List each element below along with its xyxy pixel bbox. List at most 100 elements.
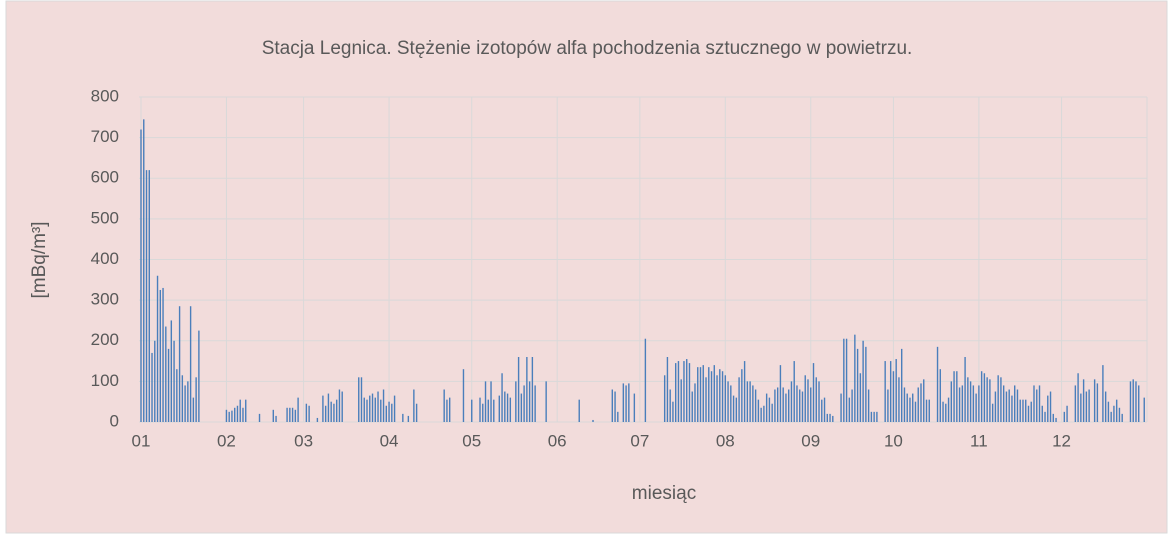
bar [1016, 389, 1019, 422]
bar [873, 411, 875, 422]
bar [768, 397, 771, 422]
bar [895, 359, 897, 422]
bar [448, 397, 451, 422]
bar [523, 385, 525, 422]
bar [1066, 405, 1068, 422]
bar [176, 369, 178, 422]
bar [236, 405, 239, 422]
x-tick-label: 07 [630, 431, 649, 450]
bar [848, 397, 851, 422]
bar [1063, 411, 1066, 422]
bar [1121, 413, 1123, 422]
bar [779, 365, 782, 422]
bar [413, 389, 415, 422]
bar [1036, 389, 1038, 422]
bar [672, 401, 674, 422]
bar [617, 411, 619, 422]
y-tick-label: 200 [91, 330, 119, 349]
bar [961, 385, 964, 422]
bar [531, 357, 534, 422]
bar [771, 403, 773, 422]
bar [991, 403, 994, 422]
bar [986, 377, 988, 422]
bar [699, 367, 702, 422]
bar [721, 371, 724, 422]
bar [195, 377, 197, 422]
bar [1044, 411, 1046, 422]
bar [148, 170, 150, 422]
bar [484, 381, 487, 422]
bar [859, 373, 862, 422]
bar [807, 379, 809, 422]
bar [677, 361, 680, 422]
bar [840, 393, 842, 422]
bar [790, 381, 793, 422]
bar [945, 403, 947, 422]
bar [914, 401, 917, 422]
bar [972, 385, 975, 422]
bar [498, 395, 501, 422]
bar [297, 397, 299, 422]
bar [804, 375, 806, 422]
bar [1022, 399, 1024, 422]
bar [1093, 379, 1096, 422]
bar [1027, 405, 1030, 422]
bar [763, 405, 765, 422]
bar [906, 393, 908, 422]
bar [335, 399, 338, 422]
bar [663, 375, 666, 422]
bar [1019, 399, 1021, 422]
bar [950, 381, 953, 422]
bar [369, 395, 371, 422]
bar [517, 357, 520, 422]
bar [305, 403, 308, 422]
bar [785, 393, 787, 422]
bar [964, 357, 966, 422]
bar [258, 413, 261, 422]
bar [509, 397, 512, 422]
bar [810, 387, 812, 422]
bar [187, 381, 189, 422]
bar [754, 389, 757, 422]
x-tick-label: 05 [462, 431, 481, 450]
bar [997, 375, 999, 422]
bar [939, 369, 941, 422]
bar [1008, 389, 1010, 422]
bar [1096, 383, 1099, 422]
bar [1132, 379, 1134, 422]
bar [923, 379, 925, 422]
bar [989, 379, 991, 422]
bar [909, 397, 911, 422]
bar [534, 385, 536, 422]
chart-background [5, 0, 1168, 534]
bar [947, 397, 950, 422]
y-tick-label: 400 [91, 249, 119, 268]
bar [324, 405, 327, 422]
x-tick-label: 06 [548, 431, 567, 450]
y-axis-label: [mBq/m³] [29, 221, 50, 298]
bar [625, 385, 627, 422]
bar [162, 287, 164, 422]
bar [380, 399, 382, 422]
bar [471, 399, 473, 422]
bar [1143, 397, 1145, 422]
bar [1025, 399, 1027, 422]
bar [851, 389, 853, 422]
bar [697, 367, 699, 422]
bar [757, 399, 760, 422]
bar [688, 363, 691, 422]
bar [1080, 393, 1082, 422]
bar [889, 361, 892, 422]
x-tick-label: 09 [801, 431, 820, 450]
bar [239, 399, 241, 422]
x-tick-label: 08 [716, 431, 735, 450]
x-axis-label: miesiąc [632, 483, 696, 504]
bar [520, 393, 523, 422]
bar [231, 410, 233, 422]
bar [876, 411, 878, 422]
bar [975, 393, 977, 422]
bar [854, 334, 856, 422]
bar [528, 381, 531, 422]
bar [843, 338, 845, 422]
bar [713, 365, 715, 422]
